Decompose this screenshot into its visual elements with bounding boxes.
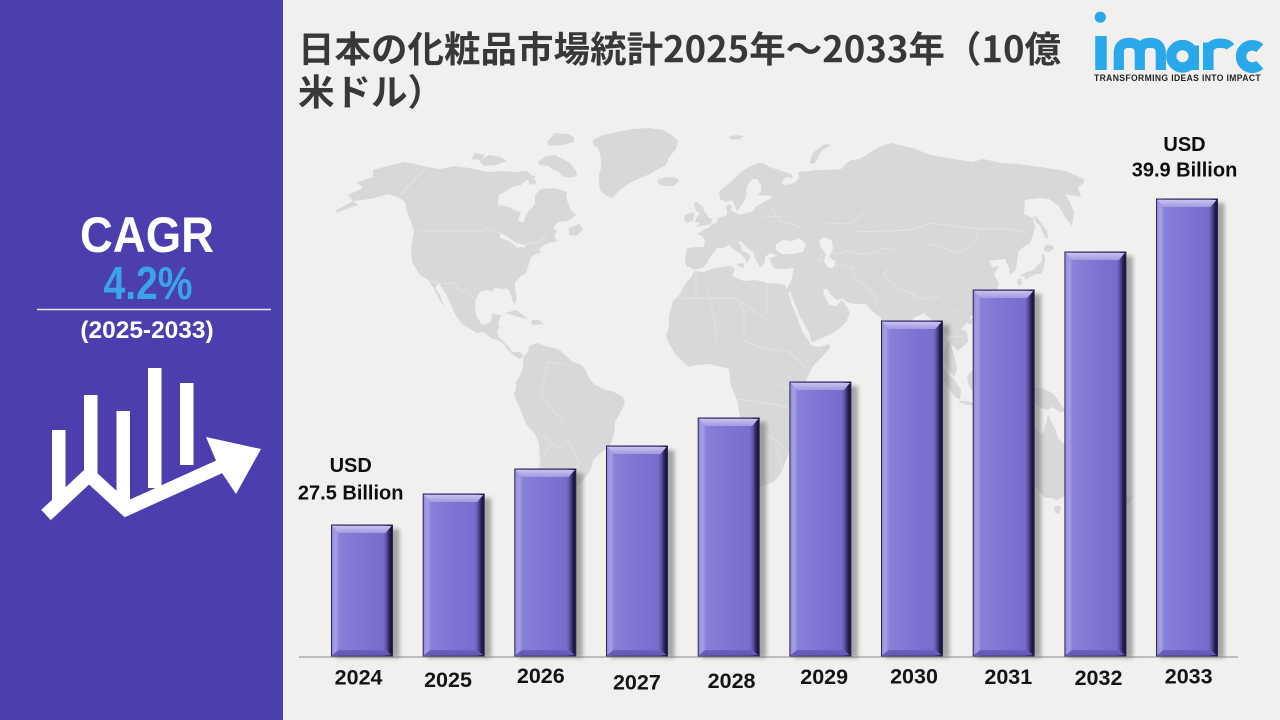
- svg-text:USD: USD: [1163, 134, 1205, 156]
- svg-text:CAGR: CAGR: [80, 208, 214, 263]
- svg-text:2026: 2026: [517, 664, 565, 688]
- svg-text:2031: 2031: [984, 665, 1032, 689]
- svg-text:2028: 2028: [708, 669, 756, 693]
- svg-text:2025: 2025: [424, 668, 472, 692]
- svg-text:2024: 2024: [335, 665, 383, 689]
- svg-text:TRANSFORMING IDEAS INTO IMPACT: TRANSFORMING IDEAS INTO IMPACT: [1094, 73, 1261, 83]
- svg-text:39.9 Billion: 39.9 Billion: [1132, 160, 1238, 182]
- svg-text:(2025-2033): (2025-2033): [80, 317, 213, 344]
- svg-text:4.2%: 4.2%: [103, 258, 192, 310]
- svg-text:2032: 2032: [1075, 666, 1123, 690]
- svg-text:2033: 2033: [1165, 664, 1213, 688]
- svg-text:27.5 Billion: 27.5 Billion: [298, 482, 404, 504]
- svg-text:2030: 2030: [890, 664, 938, 688]
- svg-text:USD: USD: [330, 455, 372, 477]
- svg-text:2027: 2027: [613, 670, 661, 694]
- svg-text:2029: 2029: [800, 665, 848, 689]
